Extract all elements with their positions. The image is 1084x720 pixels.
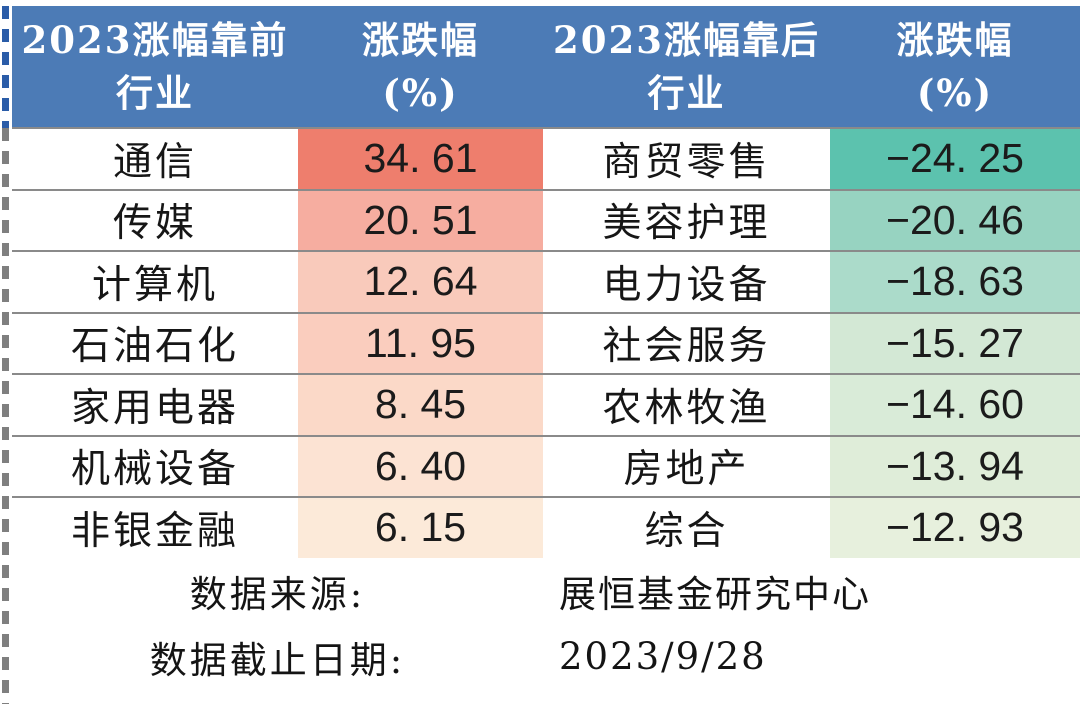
table-row: 非银金融 6. 15 综合 −12. 93 [12,496,1080,558]
gainer-change: 6. 15 [298,498,543,558]
loser-industry: 社会服务 [543,313,830,373]
gainer-change: 20. 51 [298,190,543,250]
loser-change: −14. 60 [830,375,1080,435]
gainer-change: 6. 40 [298,436,543,496]
gainer-industry: 通信 [12,129,298,189]
loser-change: −20. 46 [830,190,1080,250]
header-losers-change: 涨跌幅 (%) [830,6,1080,127]
table-header-row: 2023涨幅靠前 行业 涨跌幅 (%) 2023涨幅靠后 行业 涨跌幅 (%) [12,6,1080,127]
loser-change: −18. 63 [830,252,1080,312]
table-row: 通信 34. 61 商贸零售 −24. 25 [12,127,1080,189]
header-gainers-change-line2: (%) [382,70,459,115]
footer-date-row: 数据截止日期: 2023/9/28 [12,624,1080,690]
loser-change: −24. 25 [830,129,1080,189]
gainer-industry: 石油石化 [12,313,298,373]
header-losers-change-line1: 涨跌幅 [896,17,1014,62]
page-break-dashed-line-header [2,6,9,128]
header-gainers-line2: 行业 [116,70,194,115]
loser-industry: 综合 [543,498,830,558]
header-gainers-change-line1: 涨跌幅 [362,17,479,62]
source-label: 数据来源: [189,572,366,616]
table-row: 石油石化 11. 95 社会服务 −15. 27 [12,311,1080,373]
loser-change: −12. 93 [830,498,1080,558]
loser-industry: 农林牧渔 [543,375,830,435]
table-row: 机械设备 6. 40 房地产 −13. 94 [12,434,1080,496]
gainer-industry: 计算机 [12,252,298,312]
loser-industry: 美容护理 [543,190,830,250]
header-gainers-industry: 2023涨幅靠前 行业 [12,6,298,127]
loser-industry: 房地产 [543,436,830,496]
source-value: 展恒基金研究中心 [559,572,871,616]
gainer-change: 11. 95 [298,313,543,373]
date-label: 数据截止日期: [149,638,406,682]
gainer-change: 12. 64 [298,252,543,312]
header-losers-line1: 2023涨幅靠后 [553,17,820,62]
table-row: 传媒 20. 51 美容护理 −20. 46 [12,188,1080,250]
header-gainers-line1: 2023涨幅靠前 [21,17,289,62]
table-row: 计算机 12. 64 电力设备 −18. 63 [12,250,1080,312]
loser-change: −13. 94 [830,436,1080,496]
gainer-industry: 传媒 [12,190,298,250]
loser-change: −15. 27 [830,313,1080,373]
table-row: 家用电器 8. 45 农林牧渔 −14. 60 [12,373,1080,435]
gainer-change: 8. 45 [298,375,543,435]
page-break-dashed-line [2,128,9,704]
loser-industry: 电力设备 [543,252,830,312]
header-losers-industry: 2023涨幅靠后 行业 [543,6,830,127]
loser-industry: 商贸零售 [543,129,830,189]
header-losers-change-line2: (%) [916,70,994,115]
header-gainers-change: 涨跌幅 (%) [298,6,543,127]
gainer-industry: 非银金融 [12,498,298,558]
footer-source-row: 数据来源: 展恒基金研究中心 [12,558,1080,624]
gainer-industry: 机械设备 [12,436,298,496]
industry-performance-table: 2023涨幅靠前 行业 涨跌幅 (%) 2023涨幅靠后 行业 涨跌幅 (%) … [12,6,1080,690]
date-value: 2023/9/28 [559,635,767,678]
header-losers-line2: 行业 [647,70,726,115]
gainer-industry: 家用电器 [12,375,298,435]
gainer-change: 34. 61 [298,129,543,189]
